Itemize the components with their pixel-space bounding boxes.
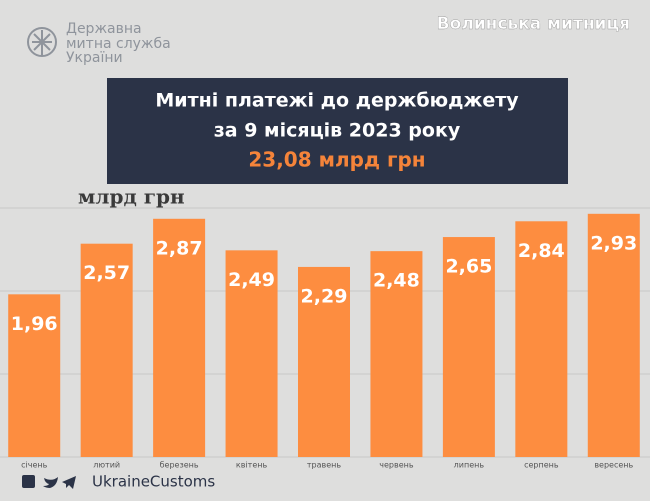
bar (370, 251, 423, 457)
chart-title: Митні платежі до держбюджету (155, 90, 519, 112)
bar (8, 294, 61, 457)
bar (515, 221, 568, 457)
x-tick-label: січень (21, 461, 48, 470)
logo-text: Державна (66, 21, 142, 37)
x-tick-label: серпень (524, 461, 559, 470)
value-label: 2,84 (518, 240, 565, 262)
value-label: 2,29 (301, 285, 348, 307)
x-tick-label: лютий (93, 461, 120, 470)
logo-text: України (66, 50, 123, 66)
logo-text: митна служба (66, 36, 171, 52)
x-tick-label: червень (379, 461, 414, 470)
bar (587, 213, 640, 457)
bar (225, 250, 278, 457)
value-label: 2,93 (590, 232, 637, 254)
chart-subtitle: 23,08 млрд грн (248, 148, 425, 172)
x-tick-label: липень (454, 461, 485, 470)
title-box (107, 78, 568, 184)
region-title: Волинська митниця (437, 14, 630, 34)
value-label: 2,57 (83, 262, 130, 284)
value-label: 2,87 (156, 237, 203, 259)
value-label: 2,49 (228, 269, 275, 291)
value-label: 2,48 (373, 270, 420, 292)
footer: UkraineCustoms (22, 473, 215, 491)
value-label: 2,65 (445, 256, 492, 278)
logo-emblem-lines (32, 30, 52, 56)
x-tick-label: квітень (236, 461, 268, 470)
twitter-icon (43, 477, 58, 488)
value-label: 1,96 (11, 313, 58, 335)
bar (153, 218, 206, 457)
x-tick-label: березень (160, 461, 199, 470)
footer-handle: UkraineCustoms (92, 473, 215, 491)
x-tick-label: вересень (594, 461, 633, 470)
facebook-icon (22, 475, 35, 488)
logo: Державна митна служба України (27, 21, 171, 66)
x-tick-label: травень (307, 461, 342, 470)
bar (80, 243, 133, 457)
y-axis-label: млрд грн (78, 185, 185, 209)
telegram-icon (62, 476, 76, 489)
bar (298, 266, 350, 457)
bar (442, 237, 495, 457)
chart-title: за 9 місяців 2023 року (214, 120, 461, 142)
